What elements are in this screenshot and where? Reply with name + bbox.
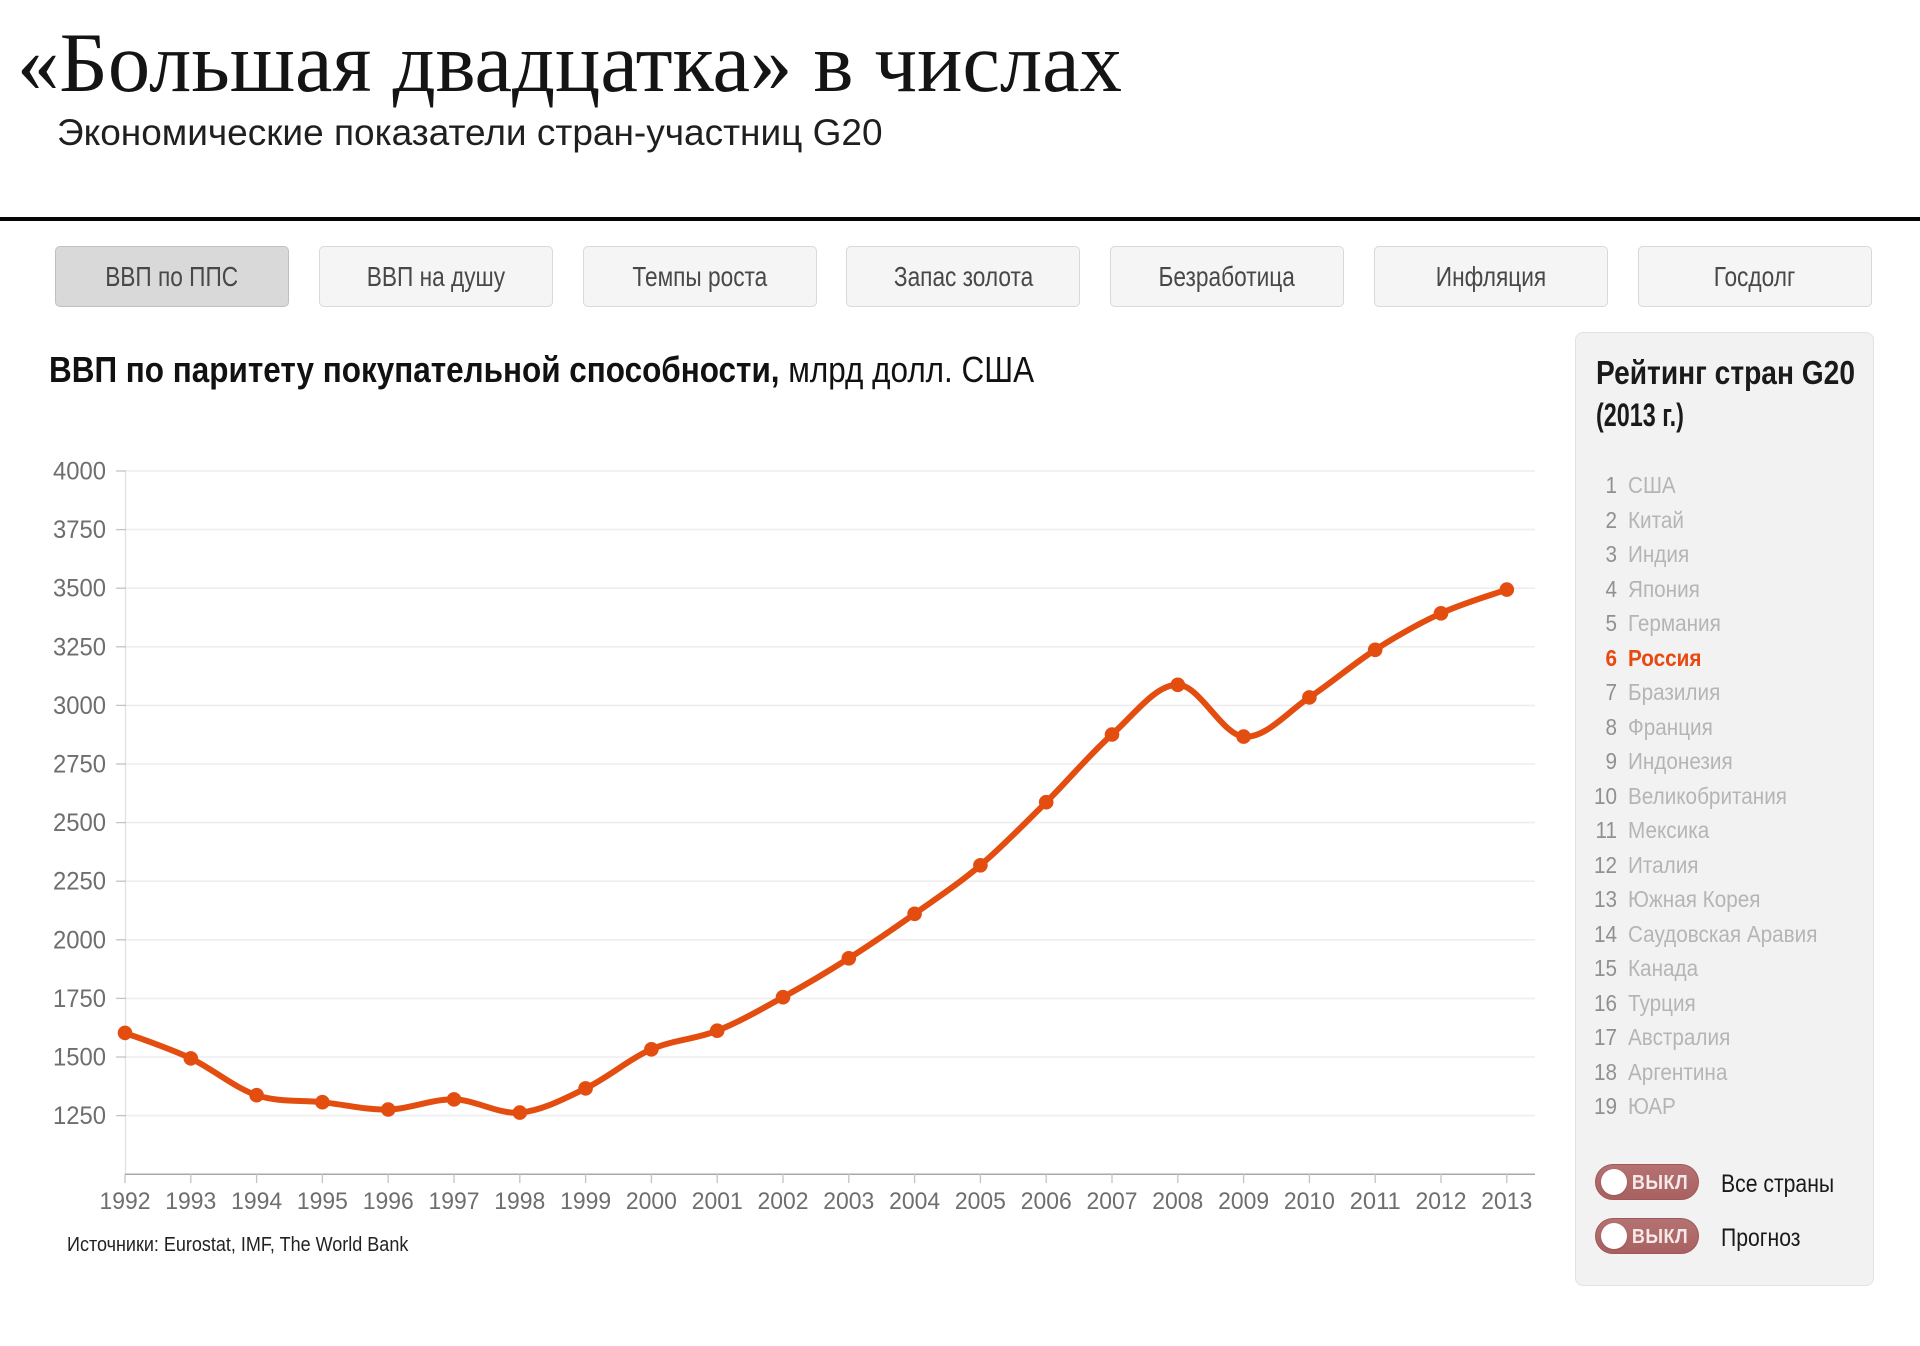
svg-text:2013: 2013 — [1481, 1188, 1532, 1215]
svg-text:1998: 1998 — [494, 1188, 545, 1215]
svg-text:2002: 2002 — [758, 1188, 809, 1215]
svg-text:2000: 2000 — [626, 1188, 677, 1215]
svg-text:1992: 1992 — [100, 1188, 151, 1215]
svg-text:1999: 1999 — [560, 1188, 611, 1215]
svg-text:1500: 1500 — [53, 1044, 106, 1072]
svg-text:2001: 2001 — [692, 1188, 743, 1215]
svg-text:2012: 2012 — [1416, 1188, 1467, 1215]
svg-text:3000: 3000 — [53, 692, 106, 720]
svg-text:3250: 3250 — [53, 633, 106, 661]
svg-text:3750: 3750 — [53, 516, 106, 544]
svg-text:1250: 1250 — [53, 1102, 106, 1130]
svg-text:2500: 2500 — [53, 809, 106, 837]
svg-text:1750: 1750 — [53, 985, 106, 1013]
svg-text:2006: 2006 — [1021, 1188, 1072, 1215]
svg-text:2010: 2010 — [1284, 1188, 1335, 1215]
svg-text:1994: 1994 — [231, 1188, 282, 1215]
svg-text:2011: 2011 — [1350, 1188, 1401, 1215]
svg-text:2003: 2003 — [823, 1188, 874, 1215]
svg-text:2008: 2008 — [1152, 1188, 1203, 1215]
svg-text:1997: 1997 — [429, 1188, 480, 1215]
svg-text:3500: 3500 — [53, 575, 106, 603]
svg-text:2750: 2750 — [53, 751, 106, 779]
svg-text:4000: 4000 — [53, 458, 106, 486]
svg-text:2007: 2007 — [1087, 1188, 1138, 1215]
svg-text:1995: 1995 — [297, 1188, 348, 1215]
svg-text:1996: 1996 — [363, 1188, 414, 1215]
svg-text:2009: 2009 — [1218, 1188, 1269, 1215]
svg-text:2250: 2250 — [53, 868, 106, 896]
svg-text:1993: 1993 — [165, 1188, 216, 1215]
svg-text:2004: 2004 — [889, 1188, 940, 1215]
svg-text:2000: 2000 — [53, 926, 106, 954]
svg-text:2005: 2005 — [955, 1188, 1006, 1215]
